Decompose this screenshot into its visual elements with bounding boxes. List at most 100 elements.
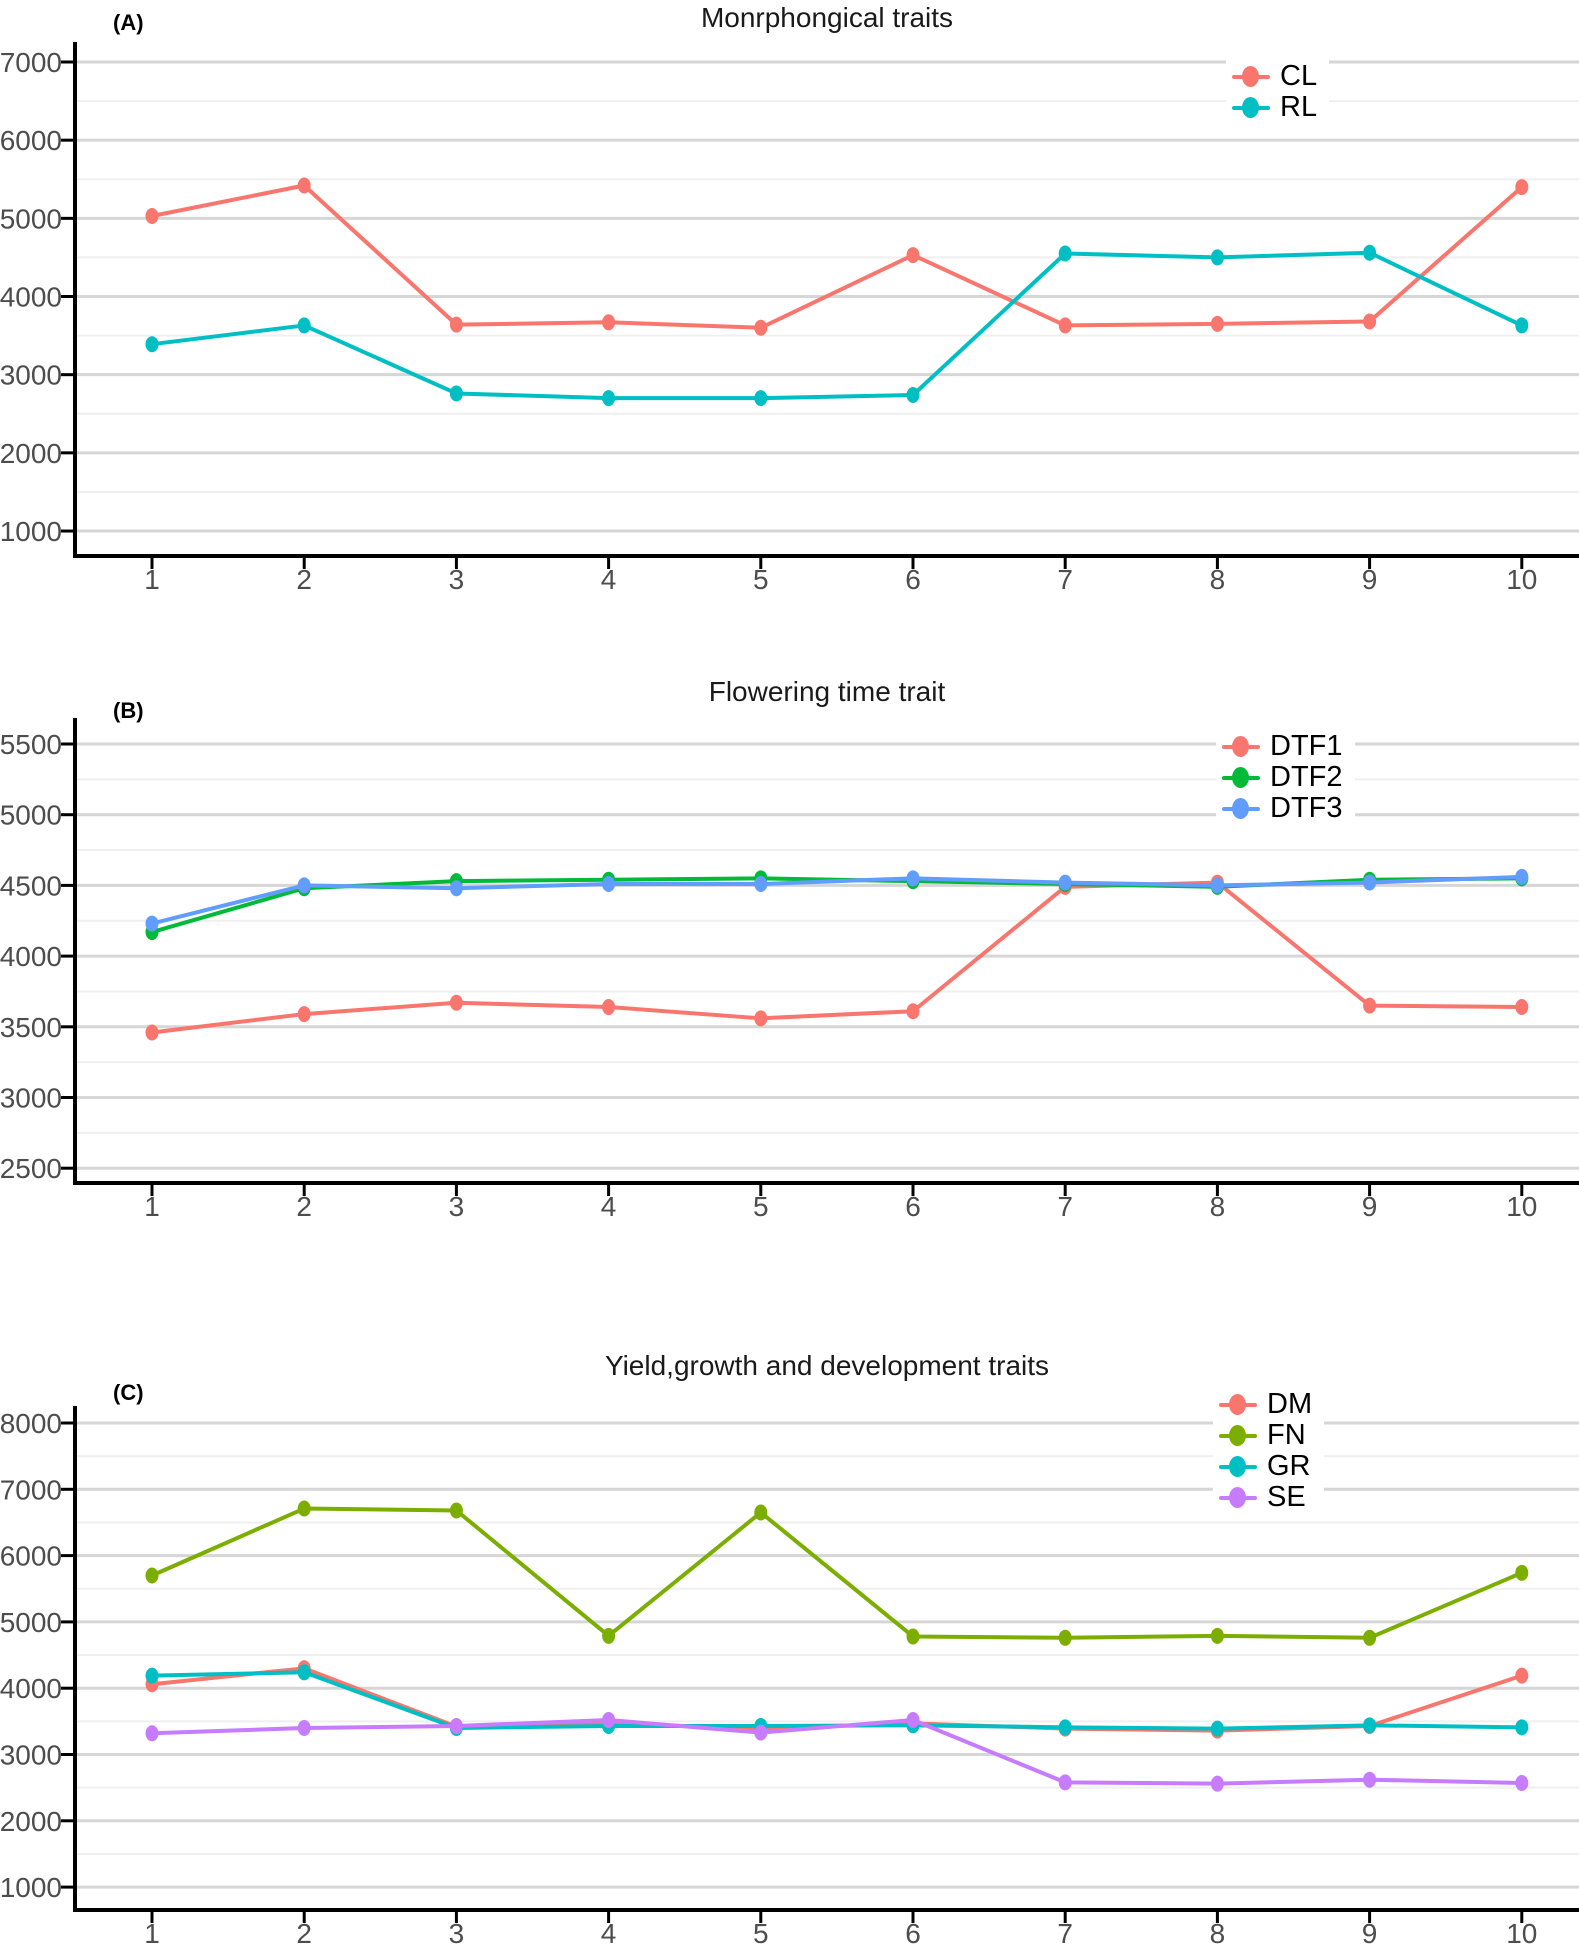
data-point	[145, 207, 159, 224]
y-tick-label: 7000	[0, 1474, 62, 1505]
x-tick-label: 10	[1506, 1918, 1537, 1949]
data-point	[1058, 1774, 1072, 1791]
data-point	[754, 875, 768, 892]
y-tick-label: 1000	[0, 1872, 62, 1903]
data-point	[906, 1628, 920, 1645]
legend-key-icon	[1219, 1393, 1257, 1417]
series-line	[150, 880, 1524, 1035]
legend-dot-swatch	[1229, 1486, 1246, 1508]
x-tick-label: 4	[601, 1918, 617, 1949]
y-tick-label: 2000	[0, 1806, 62, 1837]
legend-dot-swatch	[1232, 735, 1249, 757]
data-point	[297, 177, 311, 194]
x-tick-label: 8	[1210, 1191, 1226, 1222]
x-tick-label: 7	[1057, 1918, 1073, 1949]
y-tick-label: 3000	[0, 1740, 62, 1771]
data-point	[1058, 874, 1072, 891]
panel-c-letter: (C)	[113, 1380, 144, 1405]
legend-label: FN	[1267, 1419, 1306, 1451]
legend-item-cl: CL	[1232, 61, 1317, 92]
legend-key-icon	[1222, 735, 1260, 759]
x-tick-label: 2	[296, 1918, 312, 1949]
series-fn	[145, 1500, 1529, 1646]
data-point	[1515, 868, 1529, 885]
x-tick-label: 2	[296, 564, 312, 595]
data-point	[449, 385, 463, 402]
data-point	[1363, 1771, 1377, 1788]
panel-b-letter: (B)	[113, 698, 144, 723]
legend-item-dtf2: DTF2	[1222, 762, 1343, 793]
y-tick-label: 4000	[0, 941, 62, 972]
series-line	[150, 1670, 1524, 1731]
series-line	[150, 1718, 1524, 1786]
legend-label: DTF1	[1270, 730, 1343, 762]
legend-item-gr: GR	[1219, 1451, 1312, 1482]
y-tick-label: 5000	[0, 1607, 62, 1638]
data-point	[1210, 1775, 1224, 1792]
data-point	[449, 994, 463, 1011]
legend-dot-swatch	[1229, 1393, 1246, 1415]
data-point	[1210, 315, 1224, 332]
data-point	[449, 880, 463, 897]
x-tick-label: 3	[449, 1191, 465, 1222]
data-point	[145, 336, 159, 353]
data-point	[1058, 1719, 1072, 1736]
panel-c-title: Yield,growth and development traits	[604, 1350, 1050, 1381]
series-cl	[145, 177, 1529, 336]
x-tick-label: 4	[601, 1191, 617, 1222]
data-point	[602, 314, 616, 331]
legend-panel-a: CL RL	[1226, 56, 1330, 128]
x-tick-label: 3	[449, 564, 465, 595]
series-rl	[145, 244, 1529, 407]
data-point	[1363, 244, 1377, 261]
legend-dot-swatch	[1232, 766, 1249, 788]
panel-a: 1000 2000 3000 4000 5000 6000 7000 1 2 3 4 5 6 7 8 9 10	[0, 42, 1579, 595]
series-line	[150, 874, 1524, 926]
data-point	[906, 870, 920, 887]
legend-key-icon	[1219, 1455, 1257, 1479]
data-point	[754, 1504, 768, 1521]
y-tick-label: 4000	[0, 282, 62, 313]
major-gridlines	[75, 1421, 1579, 1889]
data-point	[1515, 179, 1529, 196]
legend-item-dm: DM	[1219, 1389, 1312, 1420]
y-tick-label: 1000	[0, 516, 62, 547]
data-point	[1515, 1775, 1529, 1792]
series-dtf3	[145, 868, 1529, 932]
data-point	[297, 1664, 311, 1681]
x-tick-label: 9	[1362, 1191, 1378, 1222]
x-tick-label: 3	[449, 1918, 465, 1949]
x-tick-label: 7	[1057, 564, 1073, 595]
x-tick-label: 10	[1506, 564, 1537, 595]
data-point	[602, 875, 616, 892]
legend-item-rl: RL	[1232, 92, 1317, 123]
y-axis-ticks: 2500 3000 3500 4000 4500 5000 5500	[0, 729, 75, 1184]
data-point	[602, 1712, 616, 1729]
data-point	[1363, 1629, 1377, 1646]
legend-label: CL	[1280, 60, 1318, 92]
legend-label: GR	[1267, 1450, 1311, 1482]
y-axis-ticks: 1000 2000 3000 4000 5000 6000 7000 8000	[0, 1408, 75, 1903]
data-point	[145, 1024, 159, 1041]
data-point	[1515, 1719, 1529, 1736]
data-point	[906, 387, 920, 404]
y-tick-label: 8000	[0, 1408, 62, 1439]
data-point	[145, 1567, 159, 1584]
y-tick-label: 6000	[0, 1541, 62, 1572]
x-tick-label: 1	[144, 1918, 160, 1949]
y-axis-ticks: 1000 2000 3000 4000 5000 6000 7000	[0, 47, 75, 547]
data-point	[145, 1725, 159, 1742]
data-point	[145, 915, 159, 932]
data-point	[1515, 1667, 1529, 1684]
legend-label: RL	[1280, 91, 1318, 123]
x-tick-label: 6	[905, 1191, 921, 1222]
y-tick-label: 7000	[0, 47, 62, 78]
y-tick-label: 4500	[0, 870, 62, 901]
legend-label: DTF3	[1270, 792, 1343, 824]
x-tick-label: 9	[1362, 1918, 1378, 1949]
legend-key-icon	[1219, 1424, 1257, 1448]
data-point	[297, 1500, 311, 1517]
data-point	[754, 390, 768, 407]
